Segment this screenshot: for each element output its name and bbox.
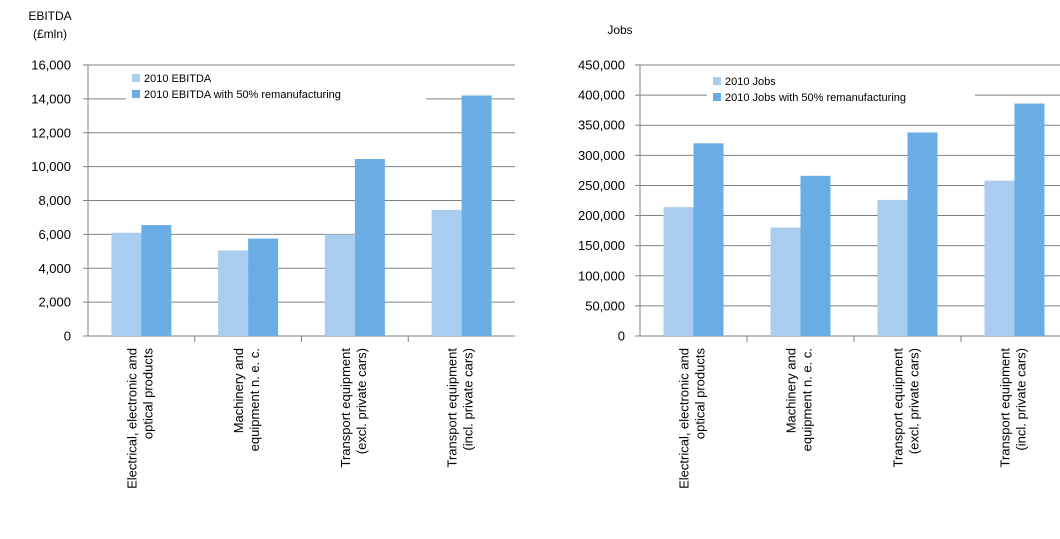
bar-base-1 (218, 250, 249, 336)
x-category-label: (excl. private cars) (907, 348, 922, 454)
bar-base-3 (984, 180, 1015, 336)
y-tick-label: 250,000 (578, 178, 625, 193)
y-tick-label: 100,000 (578, 268, 625, 283)
x-category-label: Machinery and (784, 348, 799, 433)
legend-background (707, 73, 975, 109)
legend-label: 2010 Jobs (725, 76, 776, 88)
x-category-label: Transport equipment (998, 348, 1013, 468)
x-category-label: (excl. private cars) (354, 348, 369, 454)
legend-label: 2010 Jobs with 50% remanufacturing (725, 92, 906, 104)
y-tick-label: 0 (64, 329, 71, 344)
bar-base-0 (111, 232, 142, 336)
y-tick-label: 300,000 (578, 148, 625, 163)
y-tick-label: 6,000 (38, 227, 71, 242)
x-category-label: equipment n. e. c. (247, 348, 262, 451)
y-tick-label: 50,000 (585, 298, 625, 313)
legend-swatch (713, 77, 721, 85)
y-tick-label: 10,000 (31, 159, 71, 174)
bar-reman-2 (907, 132, 938, 336)
bar-base-0 (663, 207, 694, 336)
x-category-label: Electrical, electronic and (677, 348, 692, 489)
y-tick-label: 2,000 (38, 295, 71, 310)
x-category-label: (incl. private cars) (461, 348, 476, 451)
legend-swatch (132, 90, 140, 98)
y-tick-label: 16,000 (31, 58, 71, 73)
y-axis-title: EBITDA (28, 9, 71, 23)
y-axis-title: (£mln) (33, 27, 67, 41)
legend-swatch (713, 93, 721, 101)
x-category-label: Machinery and (231, 348, 246, 433)
x-category-label: equipment n. e. c. (800, 348, 815, 451)
y-tick-label: 0 (618, 329, 625, 344)
legend-swatch (132, 74, 140, 82)
legend-label: 2010 EBITDA with 50% remanufacturing (144, 89, 341, 101)
bar-base-2 (877, 199, 908, 336)
bar-reman-0 (693, 143, 724, 336)
x-category-label: Electrical, electronic and (124, 348, 139, 489)
y-tick-label: 200,000 (578, 208, 625, 223)
y-tick-label: 12,000 (31, 125, 71, 140)
y-tick-label: 150,000 (578, 238, 625, 253)
x-category-label: Transport equipment (445, 348, 460, 468)
x-category-label: optical products (693, 348, 708, 440)
bar-reman-2 (354, 159, 385, 336)
bar-base-2 (324, 234, 355, 336)
x-category-label: (incl. private cars) (1014, 348, 1029, 451)
x-category-label: Transport equipment (891, 348, 906, 468)
x-category-label: optical products (140, 348, 155, 440)
bar-base-1 (770, 227, 801, 336)
bar-reman-0 (141, 225, 172, 336)
bar-base-3 (431, 209, 462, 336)
bar-reman-3 (1014, 103, 1045, 336)
y-tick-label: 14,000 (31, 91, 71, 106)
x-category-label: Transport equipment (338, 348, 353, 468)
y-axis-title: Jobs (607, 23, 632, 37)
bar-reman-3 (461, 95, 492, 336)
y-tick-label: 400,000 (578, 88, 625, 103)
legend-label: 2010 EBITDA (144, 73, 212, 85)
y-tick-label: 8,000 (38, 193, 71, 208)
y-tick-label: 350,000 (578, 118, 625, 133)
bar-reman-1 (800, 175, 831, 336)
y-tick-label: 450,000 (578, 58, 625, 73)
bar-reman-1 (248, 238, 279, 336)
y-tick-label: 4,000 (38, 261, 71, 276)
legend-background (126, 70, 426, 106)
